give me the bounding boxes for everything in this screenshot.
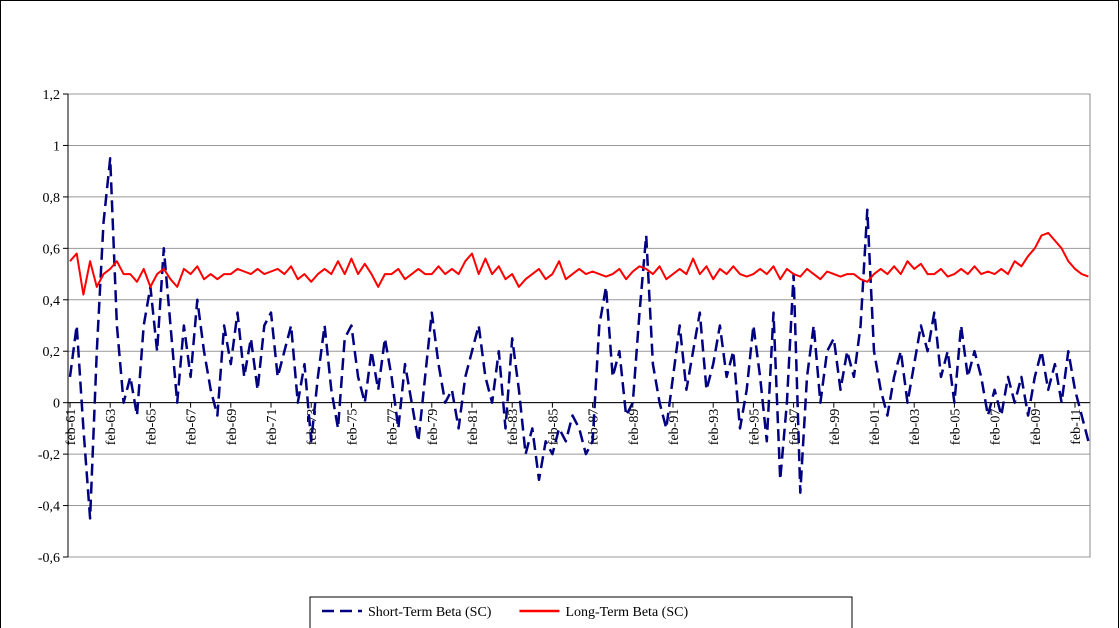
x-tick-label: feb-85 xyxy=(546,409,561,446)
x-tick-label: feb-03 xyxy=(908,409,923,446)
x-tick-label: feb-61 xyxy=(64,409,79,446)
x-tick-label: feb-97 xyxy=(788,409,803,446)
x-tick-label: feb-67 xyxy=(185,409,200,446)
x-tick-label: feb-09 xyxy=(1029,409,1044,446)
legend-box xyxy=(309,596,853,628)
series-line xyxy=(69,231,1089,296)
x-tick-label: feb-99 xyxy=(828,409,843,446)
x-tick-label: feb-07 xyxy=(989,409,1004,446)
y-tick-label: 0,6 xyxy=(43,242,61,257)
y-tick-label: 1 xyxy=(53,139,60,154)
legend-label: Long-Term Beta (SC) xyxy=(565,605,688,620)
plot-area xyxy=(67,93,1091,558)
x-tick-label: feb-79 xyxy=(426,409,441,446)
y-tick-label: -0,2 xyxy=(38,448,60,463)
x-tick-label: feb-87 xyxy=(587,409,602,446)
y-tick-label: 0 xyxy=(53,397,60,412)
legend-label: Short-Term Beta (SC) xyxy=(368,605,492,620)
x-tick-label: feb-93 xyxy=(707,409,722,446)
x-tick-label: feb-89 xyxy=(627,409,642,446)
x-tick-label: feb-75 xyxy=(345,409,360,446)
x-tick-label: feb-01 xyxy=(868,409,883,446)
y-tick-label: 1,2 xyxy=(43,88,61,103)
x-tick-label: feb-71 xyxy=(265,409,280,446)
x-tick-label: feb-69 xyxy=(225,409,240,446)
x-tick-label: feb-83 xyxy=(506,409,521,446)
series-line xyxy=(68,157,1090,520)
y-tick-label: -0,6 xyxy=(38,551,60,566)
y-tick-label: 0,2 xyxy=(43,345,61,360)
x-tick-label: feb-05 xyxy=(948,409,963,446)
x-tick-label: feb-91 xyxy=(667,409,682,446)
y-tick-label: 0,4 xyxy=(43,294,61,309)
x-tick-label: feb-95 xyxy=(747,409,762,446)
y-tick-label: -0,4 xyxy=(38,500,60,515)
x-tick-label: feb-11 xyxy=(1069,409,1084,445)
y-tick-label: 0,8 xyxy=(43,191,61,206)
x-tick-label: feb-63 xyxy=(104,409,119,446)
x-tick-label: feb-65 xyxy=(144,409,159,446)
x-tick-label: feb-81 xyxy=(466,409,481,446)
